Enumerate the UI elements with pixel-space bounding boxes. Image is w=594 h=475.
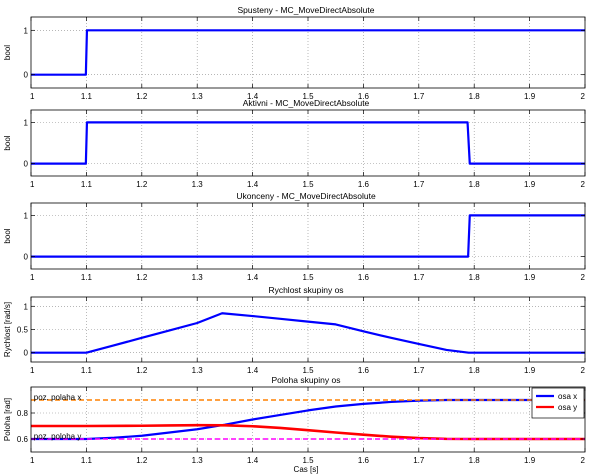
subplot-title: Poloha skupiny os: [272, 375, 341, 385]
y-tick-label: 1: [24, 211, 29, 220]
x-tick-label: 1.2: [136, 456, 148, 465]
x-tick-label: 1.1: [81, 366, 93, 375]
subplot-title: Ukonceny - MC_MoveDirectAbsolute: [236, 191, 376, 201]
y-tick-label: 0: [24, 160, 29, 169]
subplot-title: Spusteny - MC_MoveDirectAbsolute: [237, 5, 374, 15]
x-tick-label: 1.9: [524, 273, 536, 282]
y-tick-label: 1: [24, 302, 29, 311]
x-tick-label: 1: [30, 92, 35, 101]
subplot-2: 1 1.1 1.2 1.3 1.4 1.5 1.6 1.7 1.8 1.9 2 0 1 Aktivni -…: [3, 98, 586, 189]
subplot-1: 1 1.1 1.2 1.3 1.4 1.5 1.6 1.7 1.8 1.9 2 0 1 Spusteny …: [3, 5, 586, 101]
x-tick-label: 1.2: [136, 180, 148, 189]
subplot-title: Aktivni - MC_MoveDirectAbsolute: [243, 98, 370, 108]
x-tick-label: 1.9: [524, 92, 536, 101]
y-tick-label: 1: [24, 26, 29, 35]
annotation: poz. polaha x: [34, 393, 82, 402]
y-axis-label: Rychlost [rad/s]: [3, 302, 12, 357]
x-tick-label: 1.4: [247, 273, 259, 282]
y-tick-label: 0.8: [17, 409, 29, 418]
subplot-title: Rychlost skupiny os: [268, 285, 343, 295]
x-tick-label: 2: [581, 180, 586, 189]
legend-label: osa y: [558, 403, 577, 412]
series-line: [31, 214, 585, 258]
x-tick-label: 1.4: [247, 366, 259, 375]
y-tick-label: 0.5: [17, 326, 29, 335]
y-tick-label: 0.6: [17, 435, 29, 444]
legend-box: [531, 387, 585, 419]
x-tick-label: 1.1: [81, 273, 93, 282]
annotation: poz. poloha y: [34, 432, 82, 441]
x-tick-label: 2: [581, 273, 586, 282]
x-tick-label: 1.2: [136, 366, 148, 375]
y-tick-label: 0: [24, 71, 29, 80]
x-tick-label: 1.9: [524, 180, 536, 189]
x-tick-label: 2: [581, 456, 586, 465]
x-tick-label: 1.8: [469, 273, 481, 282]
y-axis-label: bool: [3, 228, 12, 243]
x-tick-label: 1.4: [247, 92, 259, 101]
x-tick-label: 1.1: [81, 180, 93, 189]
x-axis-label: Cas [s]: [294, 465, 319, 474]
y-tick-label: 1: [24, 118, 29, 127]
x-tick-label: 2: [581, 366, 586, 375]
y-axis-label: bool: [3, 135, 12, 150]
x-tick-label: 1.7: [413, 456, 425, 465]
x-tick-label: 1.6: [358, 273, 370, 282]
x-tick-label: 1.5: [302, 366, 314, 375]
series-line: [31, 29, 585, 76]
x-tick-label: 1.8: [469, 92, 481, 101]
x-tick-label: 1.3: [192, 92, 204, 101]
x-tick-label: 1.8: [469, 180, 481, 189]
subplot-5: 1 1.1 1.2 1.3 1.4 1.5 1.6 1.7 1.8 1.9 2 0.6 0.8 Poloh…: [3, 375, 586, 474]
x-tick-label: 1.6: [358, 180, 370, 189]
y-tick-label: 0: [24, 349, 29, 358]
x-tick-label: 1.1: [81, 456, 93, 465]
x-tick-label: 1.3: [192, 273, 204, 282]
x-tick-label: 1: [30, 456, 35, 465]
axes-background: [31, 17, 585, 88]
x-tick-label: 1.9: [524, 456, 536, 465]
x-tick-label: 1.3: [192, 366, 204, 375]
x-tick-label: 1.5: [302, 273, 314, 282]
x-tick-label: 1.4: [247, 456, 259, 465]
y-axis-label: bool: [3, 45, 12, 60]
x-tick-label: 1: [30, 273, 35, 282]
x-tick-label: 1: [30, 180, 35, 189]
y-tick-label: 0: [24, 253, 29, 262]
x-tick-label: 1.7: [413, 180, 425, 189]
x-tick-label: 2: [581, 92, 586, 101]
x-tick-label: 1: [30, 366, 35, 375]
x-tick-label: 1.5: [302, 456, 314, 465]
series-line: [31, 312, 585, 354]
x-tick-label: 1.5: [302, 180, 314, 189]
x-tick-label: 1.6: [358, 92, 370, 101]
x-tick-label: 1.9: [524, 366, 536, 375]
x-tick-label: 1.8: [469, 456, 481, 465]
series-line: [31, 121, 585, 165]
x-tick-label: 1.3: [192, 180, 204, 189]
y-axis-label: Poloha [rad]: [3, 398, 12, 441]
x-tick-label: 1.4: [247, 180, 259, 189]
legend: osa x osa y: [531, 387, 585, 419]
x-tick-label: 1.8: [469, 366, 481, 375]
x-tick-label: 1.2: [136, 92, 148, 101]
x-tick-label: 1.5: [302, 92, 314, 101]
x-tick-label: 1.2: [136, 273, 148, 282]
x-tick-label: 1.6: [358, 366, 370, 375]
legend-label: osa x: [558, 392, 577, 401]
x-tick-label: 1.6: [358, 456, 370, 465]
x-tick-label: 1.3: [192, 456, 204, 465]
x-tick-label: 1.1: [81, 92, 93, 101]
subplot-3: 1 1.1 1.2 1.3 1.4 1.5 1.6 1.7 1.8 1.9 2 0 1 Ukonceny …: [3, 191, 586, 282]
series-line-osa-x: [31, 398, 585, 441]
subplot-4: 1 1.1 1.2 1.3 1.4 1.5 1.6 1.7 1.8 1.9 2 0 0.5 1 Rychlo…: [3, 285, 586, 375]
x-tick-label: 1.7: [413, 366, 425, 375]
x-tick-label: 1.7: [413, 92, 425, 101]
x-tick-label: 1.7: [413, 273, 425, 282]
